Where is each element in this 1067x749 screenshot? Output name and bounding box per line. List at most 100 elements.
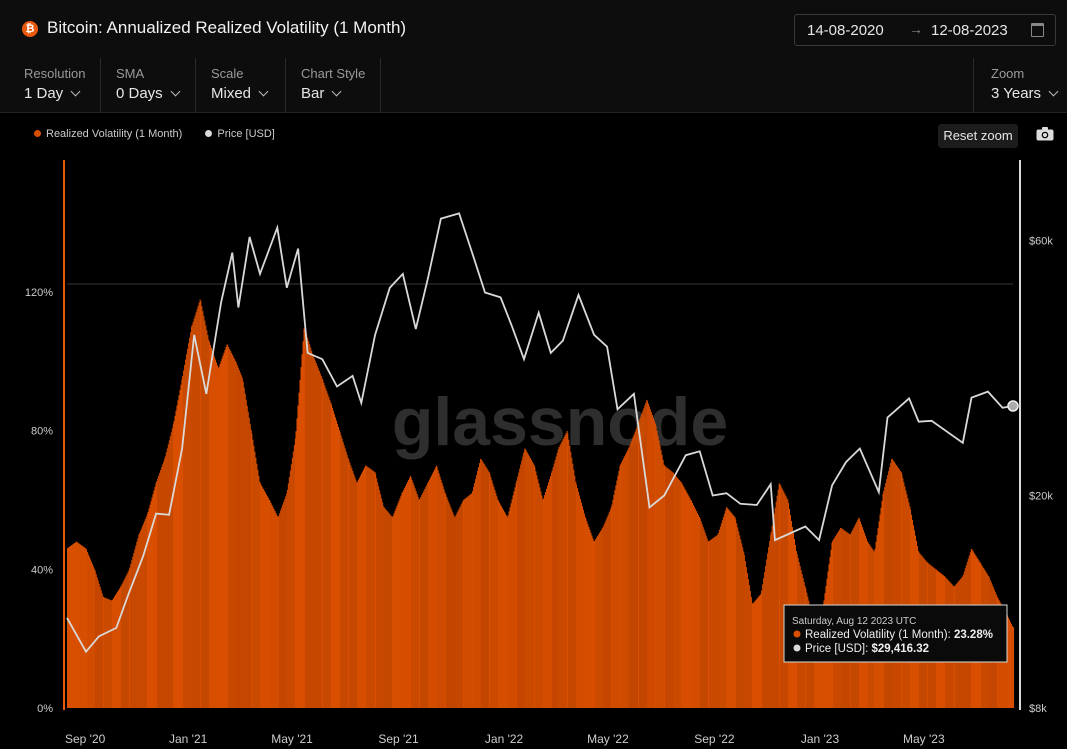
chart-style-value[interactable]: Bar — [301, 85, 342, 102]
volatility-bar-group — [392, 493, 403, 708]
volatility-bar-group — [770, 483, 780, 708]
volatility-bar — [210, 347, 212, 708]
volatility-bar-group — [655, 426, 665, 708]
volatility-bar — [775, 501, 777, 708]
volatility-bar — [387, 512, 389, 708]
zoom-dropdown[interactable]: Zoom 3 Years — [973, 58, 1067, 112]
volatility-bar-group — [498, 500, 509, 708]
volatility-bar — [296, 418, 298, 708]
camera-icon[interactable] — [1036, 127, 1054, 141]
volatility-bar — [447, 499, 449, 708]
volatility-bar — [727, 508, 729, 708]
calendar-icon[interactable] — [1031, 23, 1044, 37]
volatility-bar-group — [664, 465, 674, 708]
legend-item-volatility[interactable]: Realized Volatility (1 Month) — [34, 128, 182, 140]
volatility-bar — [464, 498, 466, 708]
volatility-bar — [708, 541, 710, 708]
volatility-bar — [505, 513, 507, 708]
volatility-bar — [323, 382, 325, 708]
volatility-bar — [892, 460, 894, 708]
date-to-field[interactable]: 12-08-2023 — [931, 22, 1008, 39]
volatility-bar — [678, 480, 680, 708]
legend-dot — [34, 130, 41, 137]
volatility-bar — [350, 465, 352, 708]
volatility-bar — [887, 475, 889, 708]
chart-style-dropdown[interactable]: Chart Style Bar — [301, 58, 381, 112]
volatility-bar — [88, 554, 90, 708]
volatility-bar — [762, 584, 764, 708]
volatility-bar — [353, 473, 355, 708]
chart-style-label: Chart Style — [301, 66, 366, 81]
volatility-bar — [706, 538, 708, 708]
volatility-bar — [699, 518, 701, 708]
volatility-bar — [512, 495, 514, 708]
volatility-bar — [488, 472, 490, 708]
volatility-bar — [497, 499, 499, 708]
volatility-bar — [567, 433, 569, 708]
volatility-bar — [485, 467, 487, 708]
volatility-bar — [130, 563, 132, 708]
volatility-bar — [301, 354, 303, 708]
volatility-bar — [404, 486, 406, 708]
volatility-bar — [366, 466, 368, 708]
volatility-bar — [394, 510, 396, 708]
volatility-bar-group — [436, 466, 446, 708]
scale-dropdown[interactable]: Scale Mixed — [211, 58, 286, 112]
volatility-bar-group — [472, 459, 482, 708]
volatility-bar — [218, 366, 220, 708]
sma-value[interactable]: 0 Days — [116, 85, 181, 102]
volatility-bar-group — [312, 355, 323, 708]
volatility-bar — [613, 494, 615, 708]
volatility-bar — [166, 448, 168, 708]
volatility-bar — [144, 519, 146, 708]
volatility-bar — [278, 515, 280, 708]
sma-dropdown[interactable]: SMA 0 Days — [116, 58, 196, 112]
zoom-value[interactable]: 3 Years — [991, 85, 1059, 102]
volatility-bar-group — [585, 518, 595, 708]
volatility-bar — [116, 593, 118, 708]
volatility-bar — [651, 414, 653, 708]
x-tick-label: Jan '21 — [169, 732, 208, 746]
resolution-dropdown[interactable]: Resolution 1 Day — [24, 58, 101, 112]
volatility-bar — [612, 499, 614, 708]
volatility-bar — [405, 484, 407, 708]
volatility-bar — [427, 481, 429, 708]
volatility-bar — [781, 487, 783, 708]
volatility-bar — [109, 599, 111, 708]
volatility-bar — [698, 515, 700, 708]
legend-item-price[interactable]: Price [USD] — [205, 128, 275, 140]
date-from-field[interactable]: 14-08-2020 — [807, 22, 884, 39]
volatility-bar-group — [507, 483, 517, 708]
volatility-bar — [574, 475, 576, 708]
volatility-bar — [193, 318, 195, 708]
volatility-bar-group — [1013, 627, 1015, 708]
volatility-bar — [480, 459, 482, 708]
volatility-bar — [695, 509, 697, 708]
volatility-bar — [515, 483, 517, 708]
volatility-bar — [493, 486, 495, 708]
volatility-bar — [772, 519, 774, 708]
volatility-bar — [250, 429, 252, 708]
volatility-bar — [383, 507, 385, 708]
volatility-bar — [480, 459, 482, 708]
volatility-bar — [629, 444, 631, 708]
volatility-bar — [228, 347, 230, 708]
scale-value[interactable]: Mixed — [211, 85, 269, 102]
volatility-bar — [286, 489, 288, 708]
volatility-bar — [249, 423, 251, 708]
volatility-bar — [492, 483, 494, 708]
volatility-bar — [633, 433, 635, 708]
volatility-bar — [99, 586, 101, 708]
reset-zoom-button[interactable]: Reset zoom — [938, 124, 1018, 148]
volatility-bar — [332, 410, 335, 708]
volatility-bar — [545, 491, 547, 708]
volatility-bar — [899, 470, 901, 708]
resolution-value[interactable]: 1 Day — [24, 85, 81, 102]
volatility-bar — [158, 475, 160, 708]
date-range-picker[interactable]: 14-08-2020 → 12-08-2023 — [794, 14, 1056, 46]
volatility-bar — [258, 475, 260, 708]
volatility-bar — [543, 498, 545, 708]
volatility-bar — [624, 456, 626, 708]
volatility-bar — [728, 509, 730, 708]
